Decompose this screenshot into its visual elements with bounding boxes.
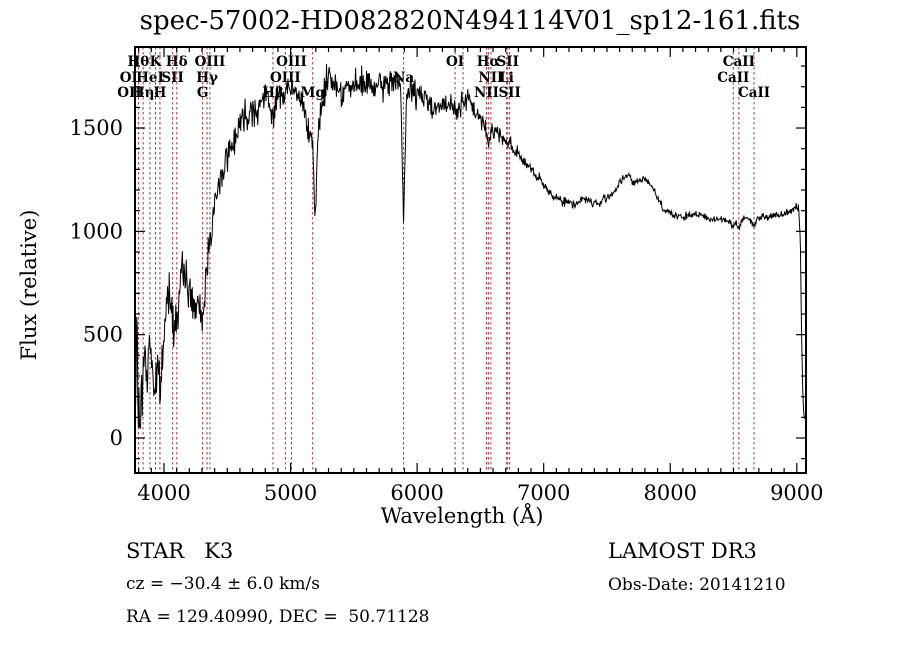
spectrum-trace — [135, 63, 806, 429]
obs-date-text: Obs-Date: 20141210 — [608, 575, 786, 595]
spectral-line-label: CaII — [717, 70, 749, 86]
spectral-line-label: CaII — [738, 85, 770, 101]
spectral-line-label: Li — [499, 70, 514, 86]
spectral-line-label: OIII — [276, 54, 307, 70]
spectral-line-label: OI — [120, 70, 138, 86]
x-tick-label: 7000 — [517, 481, 570, 505]
spectral-line-label: G — [197, 85, 209, 101]
spectral-line-label: CaII — [723, 54, 755, 70]
spectral-line-label: Hα — [477, 54, 501, 70]
spectral-line-label: Hη — [132, 85, 155, 101]
spectral-line-label: Hγ — [196, 70, 218, 86]
spectral-line-label: NII — [478, 70, 503, 86]
plot-title: spec-57002-HD082820N494114V01_sp12-161.f… — [139, 6, 801, 36]
spectral-line-label: Hδ — [166, 54, 188, 70]
survey-release-text: LAMOST DR3 — [608, 539, 757, 563]
coordinates-text: RA = 129.40990, DEC = 50.71128 — [126, 607, 430, 627]
spectral-line-label: H — [154, 85, 167, 101]
wavelength-axis-label: Wavelength (Å) — [380, 504, 544, 528]
y-tick-label: 0 — [110, 426, 123, 450]
y-tick-label: 1000 — [70, 219, 123, 243]
spectral-line-label: OIII — [270, 70, 301, 86]
radial-velocity-text: cz = −30.4 ± 6.0 km/s — [126, 574, 320, 594]
spectral-line-label: Mg — [301, 85, 326, 101]
spectral-line-label: OI — [446, 54, 464, 70]
y-tick-label: 1500 — [70, 116, 123, 140]
spectral-line-label: Hθ — [128, 54, 150, 70]
x-tick-label: 5000 — [264, 481, 317, 505]
y-tick-label: 500 — [83, 323, 123, 347]
axis-frame — [134, 46, 807, 474]
object-class-text: STAR K3 — [126, 539, 234, 563]
spectral-line-label: OIII — [195, 54, 226, 70]
flux-axis-label: Flux (relative) — [17, 209, 41, 361]
spectral-line-label: K — [150, 54, 163, 70]
spectral-line-label: HeI — [136, 70, 164, 86]
spectral-line-label: SII — [497, 54, 519, 70]
x-tick-label: 6000 — [390, 481, 443, 505]
x-tick-label: 4000 — [137, 481, 190, 505]
x-tick-label: 8000 — [644, 481, 697, 505]
spectral-line-label: SII — [498, 85, 520, 101]
spectral-line-label: NII — [474, 85, 499, 101]
spectral-line-label: SII — [161, 70, 183, 86]
x-tick-label: 9000 — [770, 481, 823, 505]
